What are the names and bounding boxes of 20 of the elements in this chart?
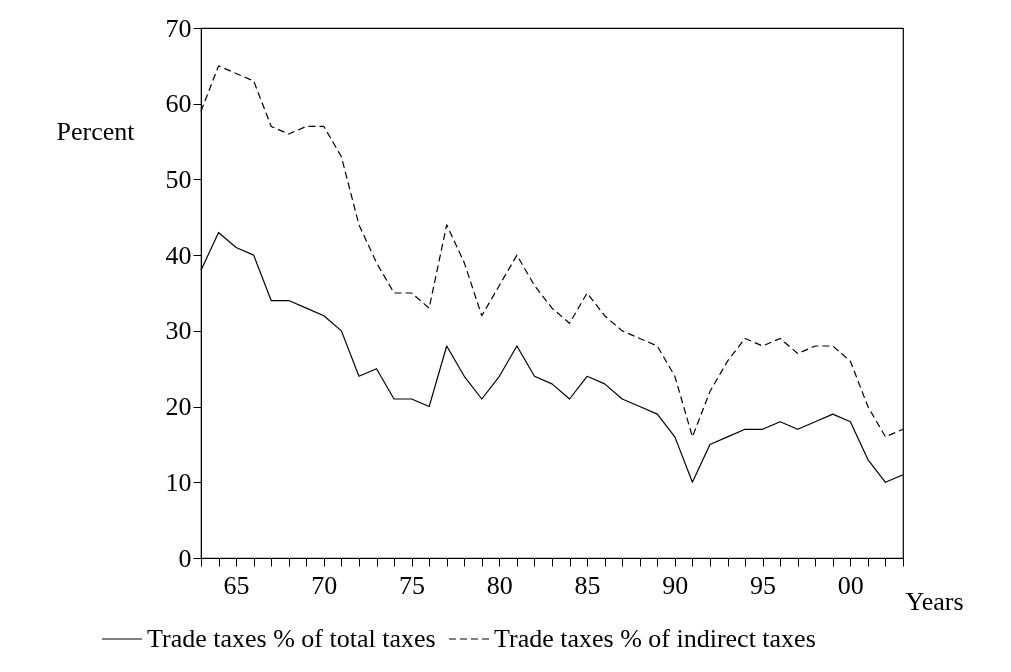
x-axis-title: Years — [905, 586, 964, 616]
y-tick-label: 50 — [165, 164, 192, 194]
x-tick-label: 95 — [750, 570, 777, 600]
x-tick-label: 70 — [311, 570, 338, 600]
x-tick-label: 90 — [662, 570, 689, 600]
y-tick-label: 40 — [165, 240, 192, 270]
legend-label: Trade taxes % of indirect taxes — [494, 624, 816, 653]
y-tick-label: 60 — [165, 89, 192, 119]
y-tick-label: 70 — [165, 13, 192, 43]
y-axis-title: Percent — [56, 116, 136, 146]
x-tick-label: 65 — [223, 570, 250, 600]
y-tick-label: 10 — [165, 467, 192, 497]
y-tick-label: 20 — [165, 392, 192, 422]
x-tick-label: 80 — [486, 570, 513, 600]
y-tick-label: 0 — [178, 543, 192, 573]
x-tick-label: 85 — [574, 570, 601, 600]
y-tick-label: 30 — [165, 316, 192, 346]
legend-label: Trade taxes % of total taxes — [147, 624, 436, 653]
x-tick-label: 00 — [837, 570, 864, 600]
x-tick-label: 75 — [399, 570, 426, 600]
